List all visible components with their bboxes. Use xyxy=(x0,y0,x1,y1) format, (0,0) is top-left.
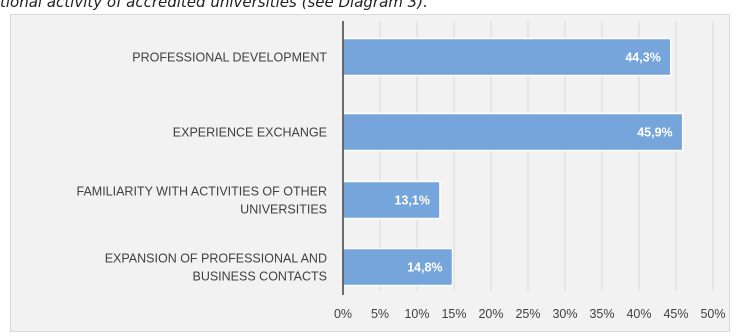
figure-caption: tional activity of accredited universiti… xyxy=(0,0,428,11)
category-label: UNIVERSITIES xyxy=(240,203,327,217)
category-label: PROFESSIONAL DEVELOPMENT xyxy=(132,51,327,65)
x-tick-label: 15% xyxy=(441,307,466,321)
bar xyxy=(342,37,672,77)
x-tick-label: 50% xyxy=(700,307,725,321)
x-tick-label: 25% xyxy=(515,307,540,321)
x-tick-label: 0% xyxy=(334,307,352,321)
data-label: 14,8% xyxy=(407,261,442,275)
x-tick-label: 40% xyxy=(626,307,651,321)
category-label: BUSINESS CONTACTS xyxy=(192,270,327,284)
x-tick-label: 35% xyxy=(589,307,614,321)
x-tick-label: 10% xyxy=(404,307,429,321)
category-label: FAMILIARITY WITH ACTIVITIES OF OTHER xyxy=(77,185,328,199)
bar-chart: 44,3% PROFESSIONAL DEVELOPMENT 45,9% EXPERI… xyxy=(77,21,726,321)
bar xyxy=(342,180,441,220)
chart-area: 44,3% PROFESSIONAL DEVELOPMENT 45,9% EXPERI… xyxy=(10,14,730,332)
bar xyxy=(342,112,684,152)
category-label: EXPERIENCE EXCHANGE xyxy=(173,126,327,140)
data-label: 13,1% xyxy=(394,194,429,208)
data-label: 45,9% xyxy=(637,126,672,140)
category-label: EXPANSION OF PROFESSIONAL AND xyxy=(105,252,327,266)
x-tick-label: 5% xyxy=(371,307,389,321)
x-tick-label: 45% xyxy=(663,307,688,321)
x-tick-label: 30% xyxy=(552,307,577,321)
x-tick-label: 20% xyxy=(478,307,503,321)
data-label: 44,3% xyxy=(625,51,660,65)
